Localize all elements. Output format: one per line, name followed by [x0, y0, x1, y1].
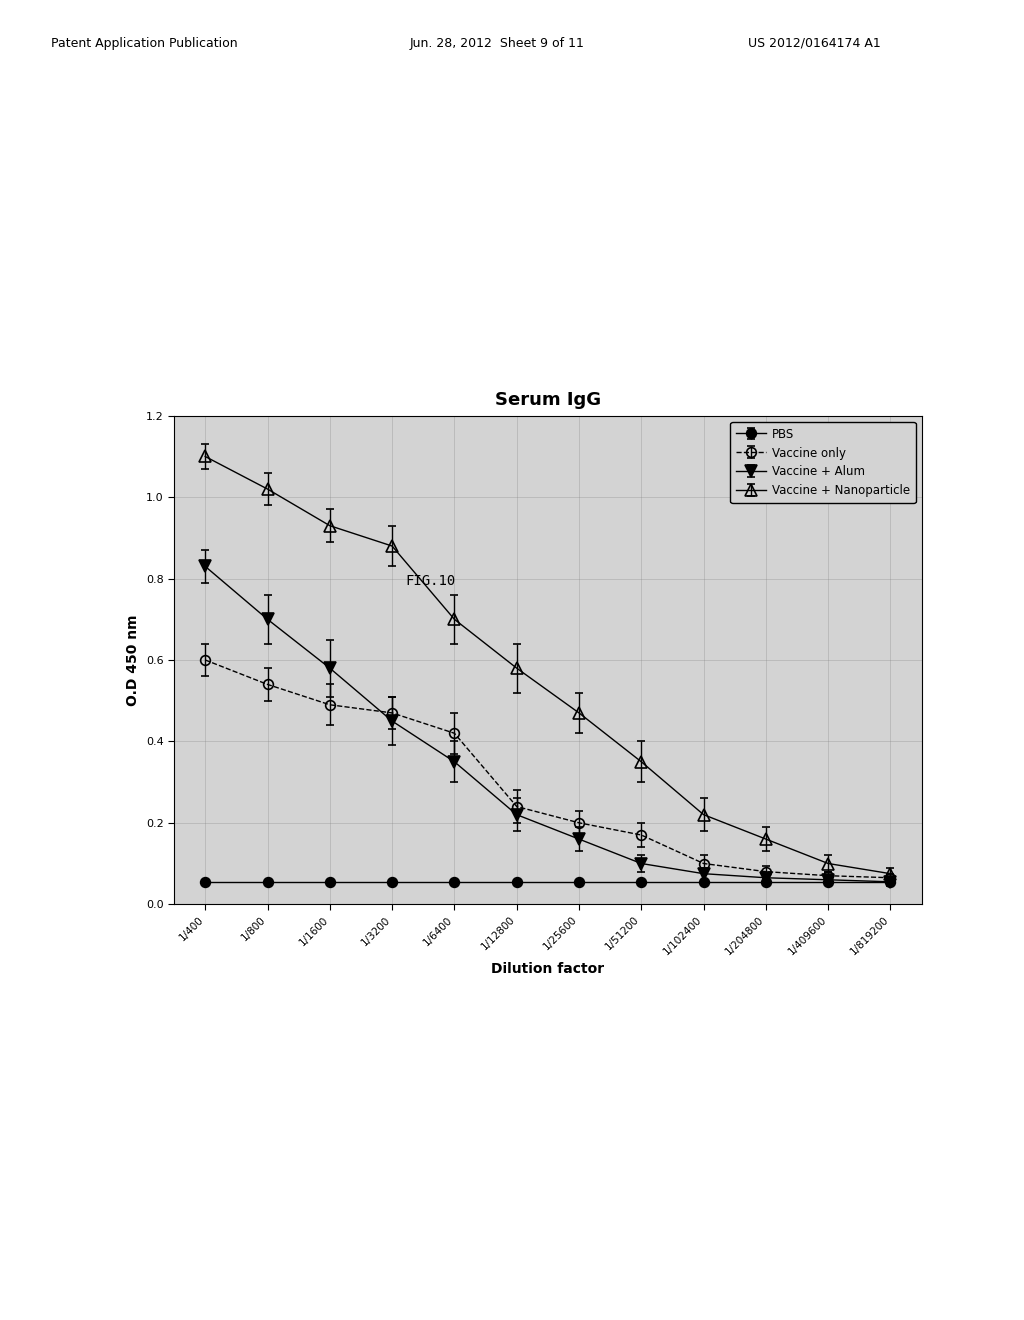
Text: Jun. 28, 2012  Sheet 9 of 11: Jun. 28, 2012 Sheet 9 of 11	[410, 37, 585, 50]
X-axis label: Dilution factor: Dilution factor	[492, 962, 604, 977]
Y-axis label: O.D 450 nm: O.D 450 nm	[126, 614, 140, 706]
Legend: PBS, Vaccine only, Vaccine + Alum, Vaccine + Nanoparticle: PBS, Vaccine only, Vaccine + Alum, Vacci…	[730, 421, 915, 503]
Text: Patent Application Publication: Patent Application Publication	[51, 37, 238, 50]
Text: US 2012/0164174 A1: US 2012/0164174 A1	[748, 37, 881, 50]
Text: FIG.10: FIG.10	[404, 574, 456, 589]
Title: Serum IgG: Serum IgG	[495, 391, 601, 409]
